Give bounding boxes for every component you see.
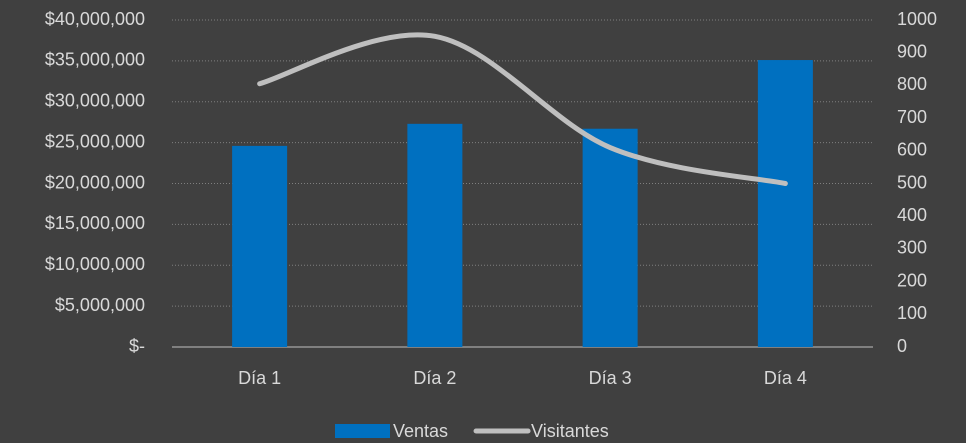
y2-tick-label: 1000 (897, 9, 937, 29)
y-tick-label: $25,000,000 (45, 131, 145, 151)
y-tick-label: $35,000,000 (45, 50, 145, 70)
legend-label: Visitantes (531, 421, 609, 441)
y2-tick-label: 100 (897, 303, 927, 323)
y-tick-label: $15,000,000 (45, 213, 145, 233)
y2-tick-label: 200 (897, 270, 927, 290)
y-tick-label: $- (129, 336, 145, 356)
y2-tick-label: 300 (897, 238, 927, 258)
x-tick-label: Día 3 (589, 368, 632, 388)
bar (407, 123, 463, 347)
x-tick-label: Día 1 (238, 368, 281, 388)
y2-tick-label: 700 (897, 107, 927, 127)
legend-swatch (335, 424, 390, 438)
y2-tick-label: 400 (897, 205, 927, 225)
bar (757, 60, 813, 348)
bar (232, 145, 288, 347)
y2-tick-label: 500 (897, 172, 927, 192)
y-tick-label: $5,000,000 (55, 295, 145, 315)
y2-tick-label: 900 (897, 41, 927, 61)
bar (582, 128, 638, 347)
y2-tick-label: 800 (897, 74, 927, 94)
x-tick-label: Día 4 (764, 368, 807, 388)
x-tick-label: Día 2 (413, 368, 456, 388)
y2-tick-label: 600 (897, 140, 927, 160)
y-tick-label: $20,000,000 (45, 172, 145, 192)
legend-label: Ventas (393, 421, 448, 441)
y-tick-label: $10,000,000 (45, 254, 145, 274)
y-tick-label: $30,000,000 (45, 91, 145, 111)
line (257, 32, 788, 186)
y-tick-label: $40,000,000 (45, 9, 145, 29)
y2-tick-label: 0 (897, 336, 907, 356)
